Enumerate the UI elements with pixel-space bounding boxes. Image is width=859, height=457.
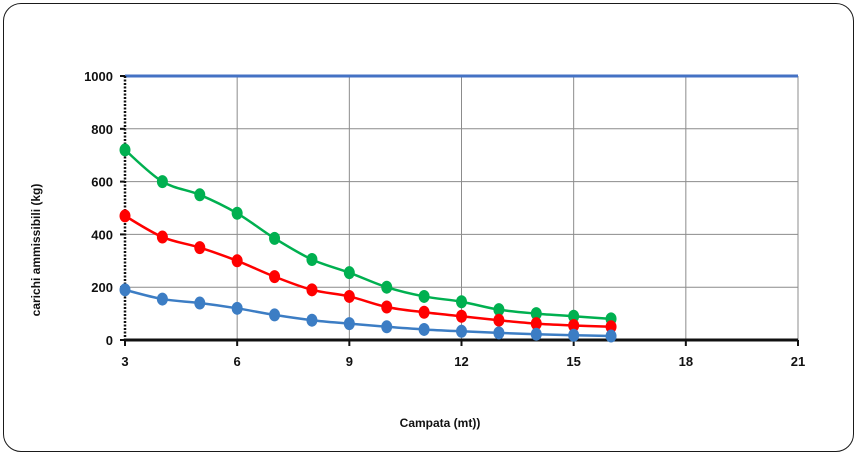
x-tick-labels: 3 6 9 12 15 18 21: [121, 354, 805, 369]
data-point: [231, 301, 243, 315]
data-point: [381, 300, 393, 314]
x-tick-label: 18: [679, 354, 693, 369]
data-point: [568, 328, 580, 342]
data-point: [269, 270, 281, 284]
data-point: [156, 230, 168, 244]
y-axis-title: carichi ammissibili (kg): [29, 184, 43, 317]
data-point: [381, 280, 393, 294]
y-tick-label: 600: [91, 175, 113, 190]
y-tick-labels: 0 200 400 600 800 1000: [84, 69, 113, 348]
series-1: [119, 143, 617, 326]
data-point: [231, 206, 243, 220]
data-point: [418, 322, 430, 336]
data-point: [493, 303, 505, 317]
x-tick-label: 12: [454, 354, 468, 369]
data-point: [605, 320, 617, 334]
y-tick-label: 0: [106, 333, 113, 348]
axes: [120, 75, 799, 346]
y-tick-label: 1000: [84, 69, 113, 84]
data-point: [530, 307, 542, 321]
x-tick-label: 6: [234, 354, 241, 369]
series-layer: [119, 143, 617, 343]
data-point: [306, 313, 318, 327]
y-tick-label: 800: [91, 122, 113, 137]
x-tick-label: 15: [566, 354, 580, 369]
data-point: [418, 305, 430, 319]
data-point: [231, 254, 243, 268]
data-point: [119, 283, 131, 297]
y-tick-label: 200: [91, 280, 113, 295]
data-point: [156, 175, 168, 189]
data-point: [119, 143, 131, 157]
data-point: [530, 327, 542, 341]
data-point: [343, 317, 355, 331]
data-point: [605, 329, 617, 343]
data-point: [119, 209, 131, 223]
data-point: [568, 318, 580, 332]
data-point: [306, 283, 318, 297]
data-point: [194, 241, 206, 255]
data-point: [194, 296, 206, 310]
data-point: [306, 252, 318, 266]
data-point: [493, 313, 505, 327]
grid: [125, 76, 799, 340]
data-point: [343, 289, 355, 303]
x-axis-title: Campata (mt)): [400, 416, 481, 430]
y-tick-label: 400: [91, 227, 113, 242]
data-point: [456, 295, 467, 309]
data-point: [456, 309, 467, 323]
x-tick-label: 21: [791, 354, 805, 369]
data-point: [194, 188, 206, 202]
data-point: [343, 266, 355, 280]
series-2: [119, 209, 617, 334]
data-point: [269, 308, 281, 322]
x-tick-label: 3: [121, 354, 128, 369]
data-point: [530, 317, 542, 331]
data-point: [493, 326, 505, 340]
x-tick-label: 9: [346, 354, 353, 369]
series-3: [119, 283, 617, 343]
data-point: [456, 324, 467, 338]
data-point: [269, 231, 281, 245]
data-point: [381, 320, 393, 334]
data-point: [156, 292, 168, 306]
data-point: [418, 289, 430, 303]
data-point: [568, 309, 580, 323]
